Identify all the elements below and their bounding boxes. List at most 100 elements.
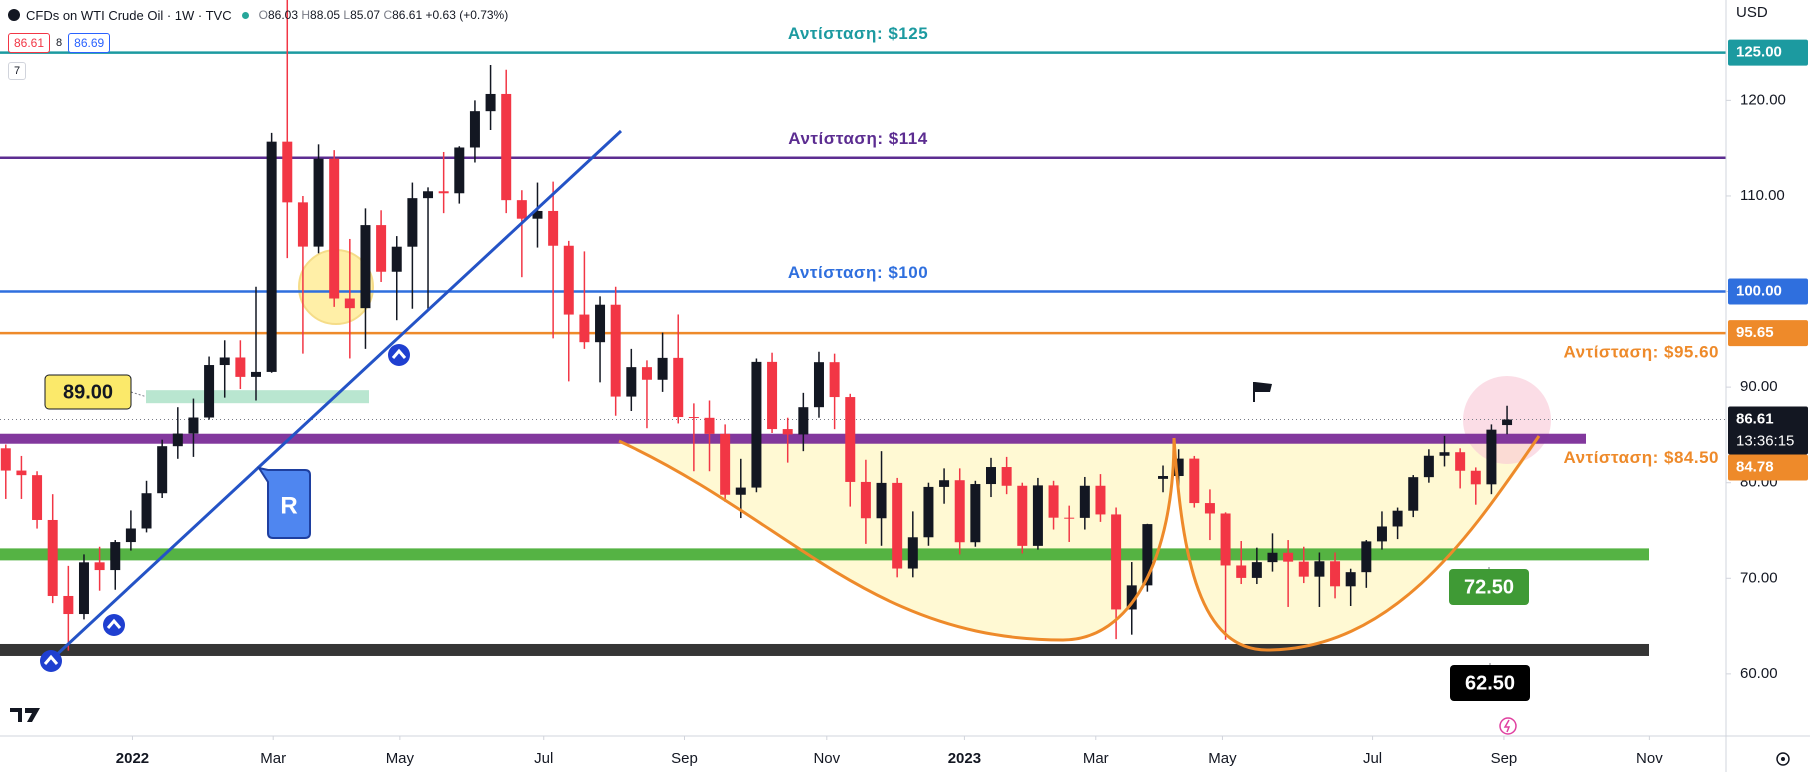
- candle-body: [907, 537, 918, 569]
- r-callout: [256, 466, 311, 539]
- candle-body: [798, 407, 809, 435]
- candle-body: [501, 93, 512, 201]
- cup-curve: [618, 437, 1176, 642]
- ohlc-letter: C: [383, 8, 393, 22]
- y-tick-label: 90.00: [1740, 378, 1778, 395]
- candle-body: [1376, 526, 1387, 542]
- countdown: 13:36:15: [1736, 432, 1794, 449]
- x-tick-label: Mar: [1083, 750, 1109, 767]
- candle-body: [1095, 485, 1106, 515]
- candle-body: [1158, 476, 1169, 479]
- candle-body: [250, 371, 261, 377]
- candle-body: [454, 147, 465, 194]
- y-tick-label: 70.00: [1740, 569, 1778, 586]
- candle-body: [47, 519, 58, 596]
- candle-body: [1142, 524, 1153, 586]
- ohlc-letter: O: [258, 8, 268, 22]
- candle-body: [172, 433, 183, 447]
- candle-body: [329, 158, 340, 299]
- candle-body: [548, 210, 559, 246]
- status-dot: [241, 11, 249, 19]
- level-label: Αντίσταση: $125: [788, 24, 928, 43]
- x-tick-label: May: [386, 750, 415, 767]
- candle-body: [579, 314, 590, 343]
- candle-body: [1251, 562, 1262, 578]
- zone-band: [0, 433, 1586, 444]
- level-label: Αντίσταση: $114: [788, 129, 927, 148]
- x-tick-label: Mar: [260, 750, 286, 767]
- zone-label-box: [1449, 569, 1529, 605]
- candle-body: [1314, 561, 1325, 577]
- candle-body: [688, 417, 699, 419]
- candle-body: [1189, 458, 1200, 504]
- price-tag-label: 86.61: [1736, 410, 1774, 427]
- candle-body: [657, 357, 668, 380]
- candle-body: [1032, 485, 1043, 546]
- candle-body: [423, 191, 434, 199]
- y-tick-label: 60.00: [1740, 665, 1778, 682]
- candle-body: [610, 304, 621, 397]
- zone-label: Αντίσταση: $84.50: [1564, 448, 1720, 467]
- candle-body: [516, 200, 527, 219]
- settings-icon[interactable]: [1776, 752, 1790, 766]
- cup-curve: [1172, 435, 1541, 652]
- zone-band: [0, 548, 1649, 561]
- candle-body: [438, 191, 449, 194]
- quote-row: 86.61 8 86.69: [8, 32, 508, 54]
- r-label: R: [280, 492, 297, 519]
- zone-label: 62.50: [1465, 672, 1515, 694]
- arrow-up: [103, 614, 125, 636]
- lightning-icon: [1499, 717, 1517, 735]
- price-tag-label: 125.00: [1736, 44, 1782, 61]
- candle-body: [1064, 517, 1075, 519]
- candle-body: [923, 486, 934, 538]
- ohlc-value: 86.03: [267, 8, 298, 22]
- candle-body: [892, 482, 903, 569]
- candle-body: [0, 448, 11, 471]
- labels: 60.0070.0080.0090.00100.00110.00120.0020…: [44, 24, 1808, 767]
- flag: [1253, 382, 1272, 402]
- candle-body: [595, 304, 606, 343]
- symbol-title[interactable]: CFDs on WTI Crude Oil · 1W · TVC: [26, 7, 232, 23]
- candle-body: [1392, 510, 1403, 527]
- zone-label-box: [44, 374, 132, 410]
- candle-body: [1423, 455, 1434, 478]
- candle-body: [860, 481, 871, 519]
- candle-body: [970, 484, 981, 543]
- candle-body: [720, 433, 731, 495]
- change: +0.63 (+0.73%): [425, 8, 509, 22]
- candle-body: [845, 397, 856, 482]
- drawings-under: [0, 51, 1726, 656]
- level-label: Αντίσταση: $100: [788, 263, 928, 282]
- candle-body: [1345, 572, 1356, 587]
- candle-body: [266, 141, 277, 372]
- candle-body: [78, 562, 89, 615]
- candle-body: [939, 480, 950, 487]
- indicator-count[interactable]: 7: [8, 62, 27, 80]
- candle-body: [282, 141, 293, 203]
- bid[interactable]: 86.61: [8, 33, 51, 53]
- candle-body: [63, 595, 74, 615]
- price-tag-label: 95.65: [1736, 324, 1774, 341]
- candle-body: [767, 361, 778, 430]
- price-tag: [1728, 320, 1808, 347]
- candle-body: [954, 480, 965, 543]
- candle-body: [16, 470, 27, 476]
- currency[interactable]: USD: [1736, 4, 1768, 21]
- ask[interactable]: 86.69: [68, 33, 111, 53]
- x-tick-label: Sep: [1491, 750, 1518, 767]
- candle-body: [1017, 485, 1028, 546]
- candle-body: [313, 158, 324, 247]
- candle-body: [1111, 514, 1122, 610]
- candle-body: [1079, 485, 1090, 518]
- zone-band: [0, 643, 1649, 656]
- candle-body: [813, 362, 824, 408]
- ohlc-value: 86.61: [392, 8, 423, 22]
- candle-body: [141, 493, 152, 529]
- spread: 8: [56, 37, 63, 49]
- candle-body: [1455, 452, 1466, 471]
- price-tag: [1728, 454, 1808, 481]
- candle-body: [376, 225, 387, 272]
- price-tag: [1728, 39, 1808, 66]
